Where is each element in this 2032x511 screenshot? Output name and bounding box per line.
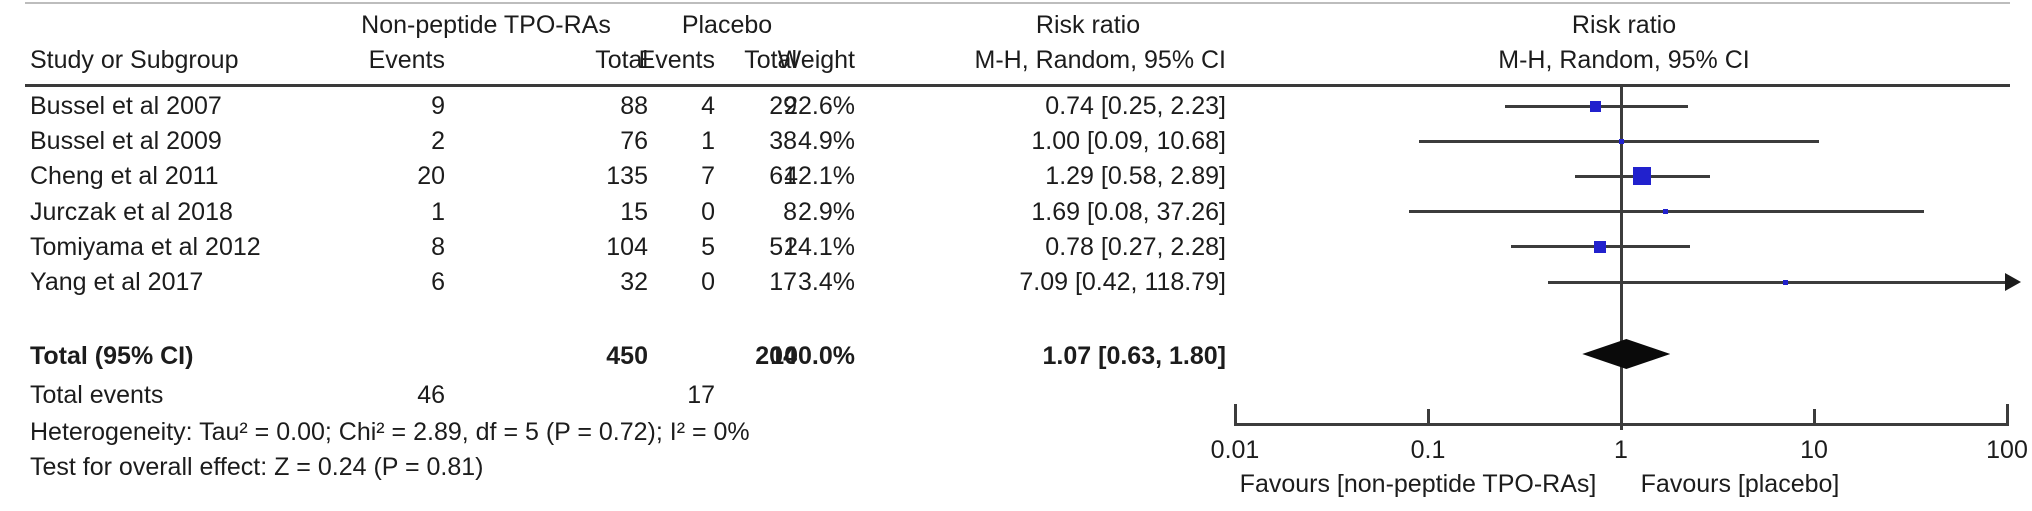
study-name: Tomiyama et al 2012 xyxy=(30,233,261,261)
axis-tick-label: 0.01 xyxy=(1210,436,1260,464)
effect-square xyxy=(1590,100,1602,112)
weight-value: 22.6% xyxy=(784,92,855,120)
x-axis-line xyxy=(1235,423,2007,426)
total2-value: 8 xyxy=(783,198,797,226)
header-divider-line xyxy=(25,84,2010,87)
events1-value: 1 xyxy=(431,198,445,226)
weight-value: 4.9% xyxy=(798,127,855,155)
effect-square xyxy=(1594,240,1607,253)
effect-square xyxy=(1633,167,1652,186)
total1-value: 88 xyxy=(620,92,648,120)
events2-value: 5 xyxy=(701,233,715,261)
total1-column-header: Total xyxy=(595,46,648,74)
total2-value: 51 xyxy=(769,233,797,261)
weight-value: 2.9% xyxy=(798,198,855,226)
total-row-weight: 100.0% xyxy=(770,342,855,370)
method-column-header: M-H, Random, 95% CI xyxy=(974,46,1226,74)
total1-value: 135 xyxy=(606,162,648,190)
weight-value: 24.1% xyxy=(784,233,855,261)
axis-tick xyxy=(2005,404,2009,426)
total2-value: 29 xyxy=(769,92,797,120)
weight-value: 42.1% xyxy=(784,162,855,190)
events1-value: 6 xyxy=(431,268,445,296)
events1-value: 20 xyxy=(417,162,445,190)
total2-value: 17 xyxy=(769,268,797,296)
events1-value: 9 xyxy=(431,92,445,120)
total-row-total2: 204 xyxy=(755,342,797,370)
axis-tick xyxy=(1812,409,1816,424)
overall-effect-text: Test for overall effect: Z = 0.24 (P = 0… xyxy=(30,453,484,481)
study-name: Bussel et al 2007 xyxy=(30,92,222,120)
effect-square xyxy=(1782,279,1788,285)
total1-value: 76 xyxy=(620,127,648,155)
group2-header: Placebo xyxy=(681,11,773,39)
ci-value: 0.74 [0.25, 2.23] xyxy=(1045,92,1226,120)
axis-tick-label: 100 xyxy=(1986,436,2028,464)
total2-value: 38 xyxy=(769,127,797,155)
total-row-label: Total (95% CI) xyxy=(30,342,194,370)
study-name: Jurczak et al 2018 xyxy=(30,198,233,226)
total1-value: 15 xyxy=(620,198,648,226)
group1-header: Non-peptide TPO-RAs xyxy=(361,11,611,39)
study-column-header: Study or Subgroup xyxy=(30,46,239,74)
study-name: Bussel et al 2009 xyxy=(30,127,222,155)
axis-tick-label: 0.1 xyxy=(1410,436,1446,464)
total1-value: 32 xyxy=(620,268,648,296)
total-row-total1: 450 xyxy=(606,342,648,370)
events1-value: 2 xyxy=(431,127,445,155)
study-name: Cheng et al 2011 xyxy=(30,162,219,190)
no-effect-line xyxy=(1619,87,1623,430)
ci-value: 7.09 [0.42, 118.79] xyxy=(1019,268,1226,296)
effect-square xyxy=(1618,138,1624,144)
axis-tick xyxy=(1619,409,1623,424)
events2-column-header: Events xyxy=(638,46,715,74)
ci-value: 1.00 [0.09, 10.68] xyxy=(1031,127,1226,155)
total-diamond xyxy=(1582,339,1671,369)
total1-value: 104 xyxy=(606,233,648,261)
total-events-group1: 46 xyxy=(417,381,445,409)
effect-square xyxy=(1662,209,1668,215)
ci-value: 1.69 [0.08, 37.26] xyxy=(1031,198,1226,226)
total-events-label: Total events xyxy=(30,381,164,409)
ci-value: 1.29 [0.58, 2.89] xyxy=(1045,162,1226,190)
axis-tick-label: 1 xyxy=(1614,436,1628,464)
risk-ratio-column-header: Risk ratio xyxy=(1035,11,1141,39)
study-name: Yang et al 2017 xyxy=(30,268,204,296)
axis-tick-label: 10 xyxy=(1800,436,1828,464)
favours-right-label: Favours [placebo] xyxy=(1640,470,1840,498)
ci-line xyxy=(1548,280,2007,284)
total2-value: 61 xyxy=(769,162,797,190)
events1-column-header: Events xyxy=(368,46,445,74)
risk-ratio-plot-header: Risk ratio xyxy=(1571,11,1677,39)
total-row-ci: 1.07 [0.63, 1.80] xyxy=(1042,342,1226,370)
method-plot-header: M-H, Random, 95% CI xyxy=(1498,46,1750,74)
top-border-line xyxy=(25,2,2010,4)
axis-tick xyxy=(1426,409,1430,424)
events2-value: 0 xyxy=(701,198,715,226)
events2-value: 7 xyxy=(701,162,715,190)
heterogeneity-text: Heterogeneity: Tau² = 0.00; Chi² = 2.89,… xyxy=(30,418,750,446)
events1-value: 8 xyxy=(431,233,445,261)
favours-left-label: Favours [non-peptide TPO-RAs] xyxy=(1239,470,1597,498)
ci-value: 0.78 [0.27, 2.28] xyxy=(1045,233,1226,261)
events2-value: 1 xyxy=(701,127,715,155)
total2-column-header: Total xyxy=(744,46,797,74)
events2-value: 0 xyxy=(701,268,715,296)
weight-column-header: Weight xyxy=(777,46,855,74)
ci-arrow-right xyxy=(2005,273,2021,291)
events2-value: 4 xyxy=(701,92,715,120)
weight-value: 3.4% xyxy=(798,268,855,296)
axis-tick xyxy=(1233,404,1237,426)
total-events-group2: 17 xyxy=(687,381,715,409)
